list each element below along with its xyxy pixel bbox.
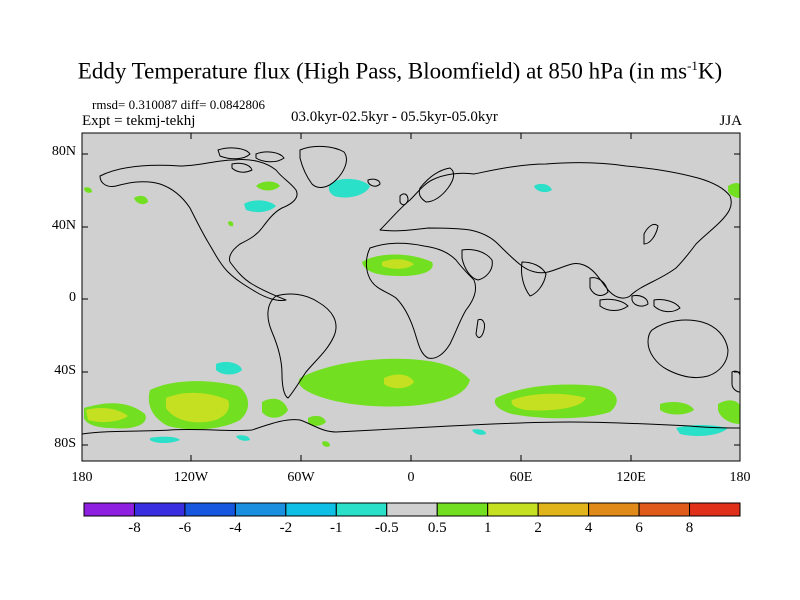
colorbar-label: -2 [279, 520, 293, 536]
anomaly-fields [84, 178, 740, 447]
anomaly-positive [308, 415, 326, 426]
colorbar-label: 6 [635, 520, 643, 536]
lat-label-80s: 80S [54, 436, 76, 451]
anomaly-positive [718, 400, 740, 424]
lat-label-40s: 40S [54, 363, 76, 378]
colorbar-swatch [285, 502, 337, 517]
coast-africa [365, 242, 477, 359]
experiment-label: Expt = tekmj-tekhj [82, 113, 196, 129]
anomaly-negative [244, 200, 276, 213]
anomaly-negative [150, 436, 180, 443]
title-tail: K) [697, 58, 723, 84]
anomaly-negative [328, 178, 370, 198]
anomaly-positive [86, 408, 128, 423]
axis-ticks [82, 133, 740, 461]
lon-label-180w: 180 [71, 470, 93, 485]
lon-label-60e: 60E [509, 470, 533, 485]
colorbar-swatch [487, 502, 539, 517]
lon-label-0: 0 [407, 470, 415, 485]
anomaly-positive [382, 259, 414, 269]
anomaly-positive [228, 221, 234, 227]
coast-arctic-islands [217, 147, 285, 173]
colorbar-label: 1 [483, 520, 492, 536]
coast-australia [647, 319, 729, 379]
anomaly-positive [728, 183, 740, 198]
anomaly-negative [534, 183, 552, 193]
lon-label-120w: 120W [173, 470, 209, 485]
anomaly-negative [236, 435, 250, 441]
anomaly-positive [322, 441, 330, 447]
colorbar-label: 8 [685, 520, 694, 536]
lon-label-60w: 60W [287, 470, 315, 485]
anomaly-positive [84, 187, 92, 193]
coast-antarctica [81, 419, 741, 435]
colorbar-swatch [184, 502, 236, 517]
colorbar-label: -6 [178, 520, 192, 536]
colorbar-label: 0.5 [427, 520, 447, 536]
lon-label-120e: 120E [616, 470, 646, 485]
colorbar-label: -8 [128, 520, 141, 536]
coast-iceland [367, 178, 381, 187]
anomaly-positive [256, 181, 280, 191]
map-title: Eddy Temperature flux (High Pass, Bloomf… [0, 58, 800, 85]
colorbar-label: -0.5 [374, 520, 399, 536]
anomaly-positive [511, 393, 586, 411]
title-superscript: -1 [687, 58, 698, 73]
anomaly-positive [134, 195, 148, 205]
anomaly-negative [472, 429, 486, 435]
colorbar-swatch [537, 502, 590, 517]
colorbar-label: -4 [229, 520, 242, 536]
coast-scandinavia [418, 167, 455, 203]
colorbar-label: 4 [584, 520, 593, 536]
anomaly-negative [216, 362, 242, 375]
lat-label-80n: 80N [51, 144, 76, 159]
anomaly-positive [262, 398, 288, 418]
lat-label-0: 0 [69, 290, 76, 305]
season-label: JJA [719, 113, 742, 129]
title-text: Eddy Temperature flux (High Pass, Bloomf… [77, 58, 688, 84]
colorbar-swatch [689, 502, 741, 517]
coast-southeast-asia [589, 277, 681, 313]
lon-label-180e: 180 [729, 470, 751, 485]
lat-label-40n: 40N [51, 218, 76, 233]
coast-eurasia [379, 162, 732, 299]
coast-madagascar [475, 319, 485, 338]
colorbar-swatch [83, 502, 135, 517]
coast-india [521, 261, 547, 297]
colorbar-label: 2 [534, 520, 542, 536]
colorbar [83, 502, 741, 517]
coast-greenland [299, 145, 347, 188]
colorbar-swatch [436, 502, 489, 517]
coast-south-america [267, 293, 337, 399]
colorbar-swatch [133, 502, 186, 517]
coast-japan [643, 223, 659, 245]
colorbar-label: -1 [330, 520, 343, 536]
coast-north-america [99, 159, 298, 301]
stats-text: rmsd= 0.310087 diff= 0.0842806 [92, 97, 265, 112]
colorbar-swatch [234, 502, 287, 517]
anomaly-positive [384, 374, 414, 389]
colorbar-swatch [588, 502, 640, 517]
anomaly-positive [166, 392, 230, 423]
period-label: 03.0kyr-02.5kyr - 05.5kyr-05.0kyr [291, 109, 498, 125]
colorbar-swatch [638, 502, 691, 517]
colorbar-swatch [335, 502, 388, 517]
coast-arabia [461, 249, 493, 281]
anomaly-positive [660, 402, 694, 415]
colorbar-swatch [386, 502, 438, 517]
coast-uk [399, 193, 409, 206]
